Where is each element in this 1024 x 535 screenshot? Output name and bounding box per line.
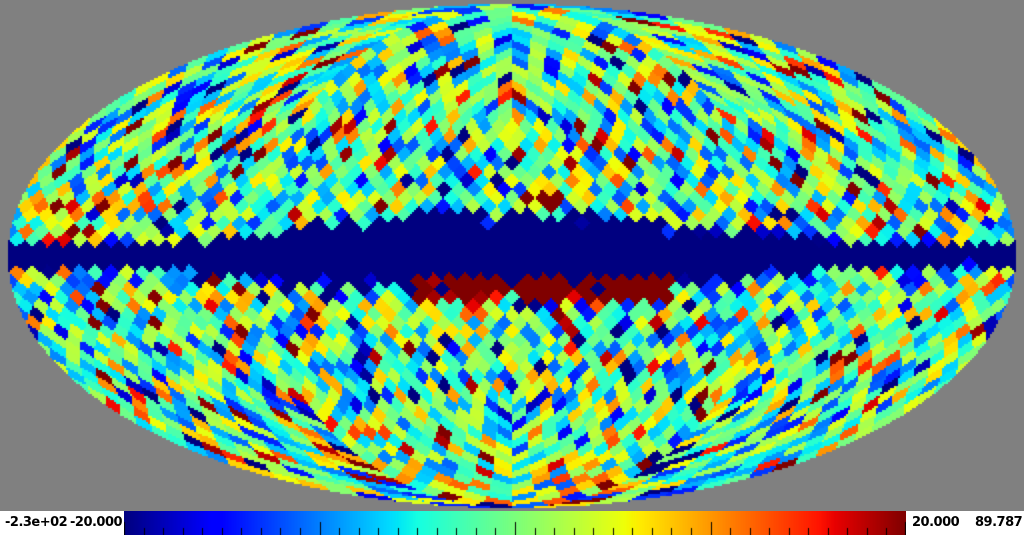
- colorbar-label-data-max: 89.787: [975, 515, 1023, 530]
- colorbar-label-vmin: -20.000: [70, 515, 123, 530]
- colorbar-label-vmax: 20.000: [912, 515, 960, 530]
- sky-map-canvas: [0, 0, 1024, 511]
- colorbar-label-data-min: -2.3e+02: [5, 515, 68, 530]
- colorbar-canvas: [124, 511, 906, 535]
